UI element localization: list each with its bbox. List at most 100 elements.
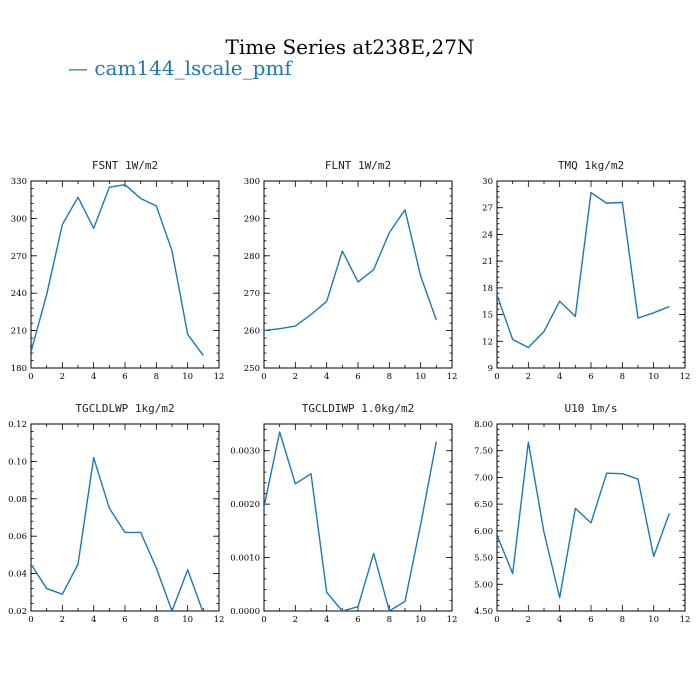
series-line <box>497 191 670 349</box>
chart-panel: U10 1m/s 0 2 4 6 8 10 12 4.50 5.00 5.50 6.00 6.50 7.0… <box>474 402 690 625</box>
x-tick-label: 10 <box>182 615 193 625</box>
y-tick-label: 21 <box>482 257 493 267</box>
y-tick-label: 4.50 <box>474 607 493 617</box>
x-tick-label: 0 <box>261 615 266 625</box>
x-tick-label: 0 <box>494 372 499 382</box>
y-tick-label: 0.0030 <box>230 447 260 457</box>
y-tick-label: 5.50 <box>474 554 493 564</box>
y-tick-label: 0.02 <box>8 607 27 617</box>
y-tick-label: 240 <box>11 289 27 299</box>
y-tick-label: 5.00 <box>474 580 493 590</box>
y-tick-label: 210 <box>11 327 27 337</box>
x-tick-label: 4 <box>91 615 96 625</box>
x-tick-label: 10 <box>182 372 193 382</box>
x-tick-label: 8 <box>387 615 392 625</box>
y-tick-label: 15 <box>482 311 493 321</box>
panel-title: FSNT 1W/m2 <box>92 159 158 172</box>
y-tick-label: 0.06 <box>8 532 27 542</box>
y-tick-label: 6.50 <box>474 500 493 510</box>
x-tick-label: 2 <box>526 615 531 625</box>
x-tick-label: 12 <box>447 372 458 382</box>
panel-title: TGCLDIWP 1.0kg/m2 <box>302 402 415 415</box>
x-tick-label: 4 <box>324 372 329 382</box>
x-tick-label: 2 <box>60 372 65 382</box>
series-line <box>31 456 204 611</box>
chart-panel: FSNT 1W/m2 0 2 4 6 8 10 12 180 210 240 270 300 330 <box>11 159 225 382</box>
x-tick-label: 2 <box>60 615 65 625</box>
plot-frame <box>496 423 686 612</box>
panel-title: FLNT 1W/m2 <box>325 159 391 172</box>
figure-title: Time Series at238E,27N <box>226 35 475 59</box>
x-tick-label: 8 <box>154 372 159 382</box>
x-tick-label: 4 <box>91 372 96 382</box>
y-tick-label: 290 <box>244 214 260 224</box>
x-tick-label: 8 <box>620 615 625 625</box>
x-tick-label: 0 <box>28 615 33 625</box>
y-tick-label: 12 <box>482 337 493 347</box>
y-tick-label: 270 <box>244 289 260 299</box>
x-tick-label: 6 <box>122 372 127 382</box>
y-tick-label: 0.0010 <box>230 554 260 564</box>
y-tick-label: 0.0020 <box>230 500 260 510</box>
y-tick-label: 280 <box>244 252 260 262</box>
x-tick-label: 10 <box>415 372 426 382</box>
series-line <box>264 431 438 611</box>
x-tick-label: 2 <box>293 615 298 625</box>
series-line <box>31 184 204 356</box>
y-tick-label: 30 <box>482 177 493 187</box>
x-tick-label: 6 <box>122 615 127 625</box>
plot-frame <box>263 423 453 612</box>
y-tick-label: 18 <box>482 284 493 294</box>
plot-frame <box>263 180 453 369</box>
y-tick-label: 0.04 <box>8 570 27 580</box>
panels: FSNT 1W/m20 2 4 6 8 10 12180210240270300330FLN… <box>8 159 690 625</box>
x-tick-label: 12 <box>447 615 458 625</box>
x-tick-label: 4 <box>557 372 562 382</box>
y-tick-label: 7.50 <box>474 447 493 457</box>
plot-frame <box>30 180 220 369</box>
plot-frame <box>496 180 686 369</box>
chart-panel: FLNT 1W/m2 0 2 4 6 8 10 12 250 260 270 280 290 300 <box>244 159 458 382</box>
x-tick-label: 10 <box>648 615 659 625</box>
y-tick-label: 0.08 <box>8 495 27 505</box>
y-tick-label: 9 <box>488 364 493 374</box>
y-tick-label: 6.00 <box>474 527 493 537</box>
y-tick-label: 0.12 <box>8 420 27 430</box>
y-tick-label: 330 <box>11 177 27 187</box>
y-tick-label: 27 <box>482 204 493 214</box>
x-tick-label: 12 <box>214 615 225 625</box>
y-tick-label: 300 <box>244 177 260 187</box>
x-tick-label: 0 <box>261 372 266 382</box>
x-tick-label: 0 <box>494 615 499 625</box>
y-tick-label: 8.00 <box>474 420 493 430</box>
panel-title: TGCLDLWP 1kg/m2 <box>75 402 174 415</box>
x-tick-label: 12 <box>680 372 691 382</box>
y-tick-label: 7.00 <box>474 473 493 483</box>
y-tick-label: 270 <box>11 252 27 262</box>
x-tick-label: 10 <box>648 372 659 382</box>
chart-panel: TGCLDIWP 1.0kg/m2 0 2 4 6 8 10 12 0.0000 0.0010 0.… <box>230 402 457 625</box>
x-tick-label: 4 <box>324 615 329 625</box>
x-tick-label: 12 <box>214 372 225 382</box>
x-tick-label: 4 <box>557 615 562 625</box>
y-tick-label: 180 <box>11 364 27 374</box>
x-tick-label: 6 <box>588 615 593 625</box>
x-tick-label: 8 <box>387 372 392 382</box>
x-tick-label: 6 <box>588 372 593 382</box>
series-line <box>497 441 670 599</box>
y-tick-label: 24 <box>482 230 493 240</box>
y-tick-label: 250 <box>244 364 260 374</box>
x-tick-label: 2 <box>293 372 298 382</box>
y-tick-label: 0.10 <box>8 457 27 467</box>
y-tick-label: 0.0000 <box>230 607 260 617</box>
x-tick-label: 12 <box>680 615 691 625</box>
y-tick-label: 300 <box>11 214 27 224</box>
x-tick-label: 2 <box>526 372 531 382</box>
x-tick-label: 10 <box>415 615 426 625</box>
legend-entry: — cam144_lscale_pmf <box>68 56 293 80</box>
panel-title: U10 1m/s <box>565 402 618 415</box>
x-tick-label: 0 <box>28 372 33 382</box>
plot-frame <box>30 423 220 612</box>
